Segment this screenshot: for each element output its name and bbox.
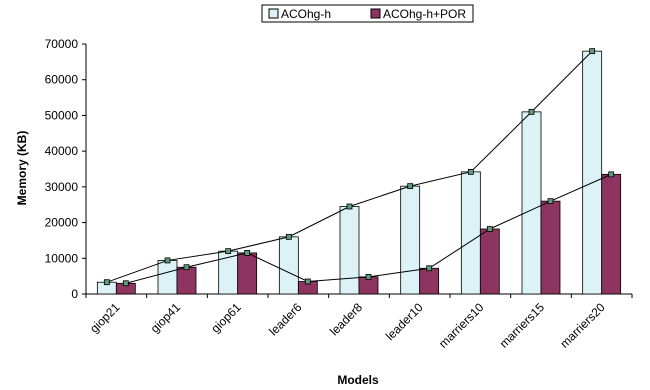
y-tick-label: 10000 — [45, 251, 79, 265]
marker-acohg-h-marriers15 — [528, 108, 535, 115]
x-tick-label: giop61 — [208, 300, 244, 336]
legend-box — [261, 4, 474, 23]
legend-label-acohg-h: ACOhg-h — [281, 7, 331, 21]
marker-acohg-h-marriers20 — [589, 48, 596, 55]
y-tick-label: 0 — [71, 287, 78, 301]
legend-label-acohg-h-por: ACOhg-h+POR — [383, 7, 466, 21]
x-tick-label: marriers10 — [436, 300, 487, 351]
x-tick-label: giop21 — [87, 300, 123, 336]
marker-acohg-h-por-giop41 — [183, 264, 190, 271]
x-tick-label: marriers15 — [497, 300, 548, 351]
y-tick-label: 50000 — [45, 108, 79, 122]
marker-acohg-h-por-giop21 — [122, 280, 129, 287]
marker-acohg-h-giop21 — [103, 279, 110, 286]
bar-acohg-h-marriers10 — [460, 171, 481, 295]
marker-acohg-h-por-marriers15 — [547, 198, 554, 205]
x-tick-label: leader6 — [266, 300, 304, 338]
bar-acohg-h-por-leader10 — [419, 267, 440, 295]
bar-acohg-h-giop41 — [157, 260, 178, 295]
marker-acohg-h-por-marriers10 — [486, 226, 493, 232]
x-tick-label: leader10 — [383, 300, 426, 343]
y-tick-label: 40000 — [45, 144, 79, 158]
bar-acohg-h-por-marriers10 — [479, 228, 500, 295]
marker-acohg-h-por-marriers20 — [608, 171, 615, 178]
bar-acohg-h-por-marriers15 — [540, 200, 561, 295]
marker-acohg-h-leader6 — [285, 233, 292, 240]
plot-area: 0 10000 20000 30000 40000 50000 60000 70000 giop… — [45, 37, 633, 351]
marker-acohg-h-giop61 — [225, 248, 232, 255]
bar-acohg-h-leader8 — [339, 206, 360, 295]
chart-legend: ACOhg-h ACOhg-h+POR — [261, 4, 474, 23]
y-tick-label: 30000 — [45, 180, 79, 194]
y-tick-label: 60000 — [45, 73, 79, 87]
legend-swatch-acohg-h — [268, 8, 279, 19]
bar-acohg-h-por-giop61 — [237, 252, 258, 295]
y-axis-title: Memory (KB) — [15, 131, 29, 206]
bar-acohg-h-por-marriers20 — [601, 173, 622, 295]
bar-acohg-h-leader10 — [400, 185, 421, 295]
x-tick-label: marriers20 — [557, 300, 608, 351]
legend-swatch-acohg-h-por — [370, 8, 381, 19]
x-axis-title: Models — [337, 373, 379, 387]
marker-acohg-h-marriers10 — [467, 168, 474, 175]
marker-acohg-h-por-giop61 — [244, 250, 251, 256]
marker-acohg-h-leader8 — [346, 203, 353, 210]
bar-acohg-h-leader6 — [278, 236, 299, 295]
bar-acohg-h-por-giop41 — [176, 266, 197, 295]
bar-acohg-h-marriers15 — [521, 111, 542, 295]
bar-acohg-h-marriers20 — [582, 50, 603, 295]
marker-acohg-h-leader10 — [407, 183, 414, 190]
x-tick-label: giop41 — [148, 300, 184, 336]
marker-acohg-h-giop41 — [164, 257, 171, 264]
marker-acohg-h-por-leader10 — [426, 265, 433, 272]
y-tick-label: 70000 — [45, 37, 79, 51]
y-tick-label: 20000 — [45, 216, 79, 230]
x-tick-label: leader8 — [327, 300, 365, 338]
marker-acohg-h-por-leader6 — [304, 278, 311, 285]
marker-acohg-h-por-leader8 — [365, 273, 372, 280]
